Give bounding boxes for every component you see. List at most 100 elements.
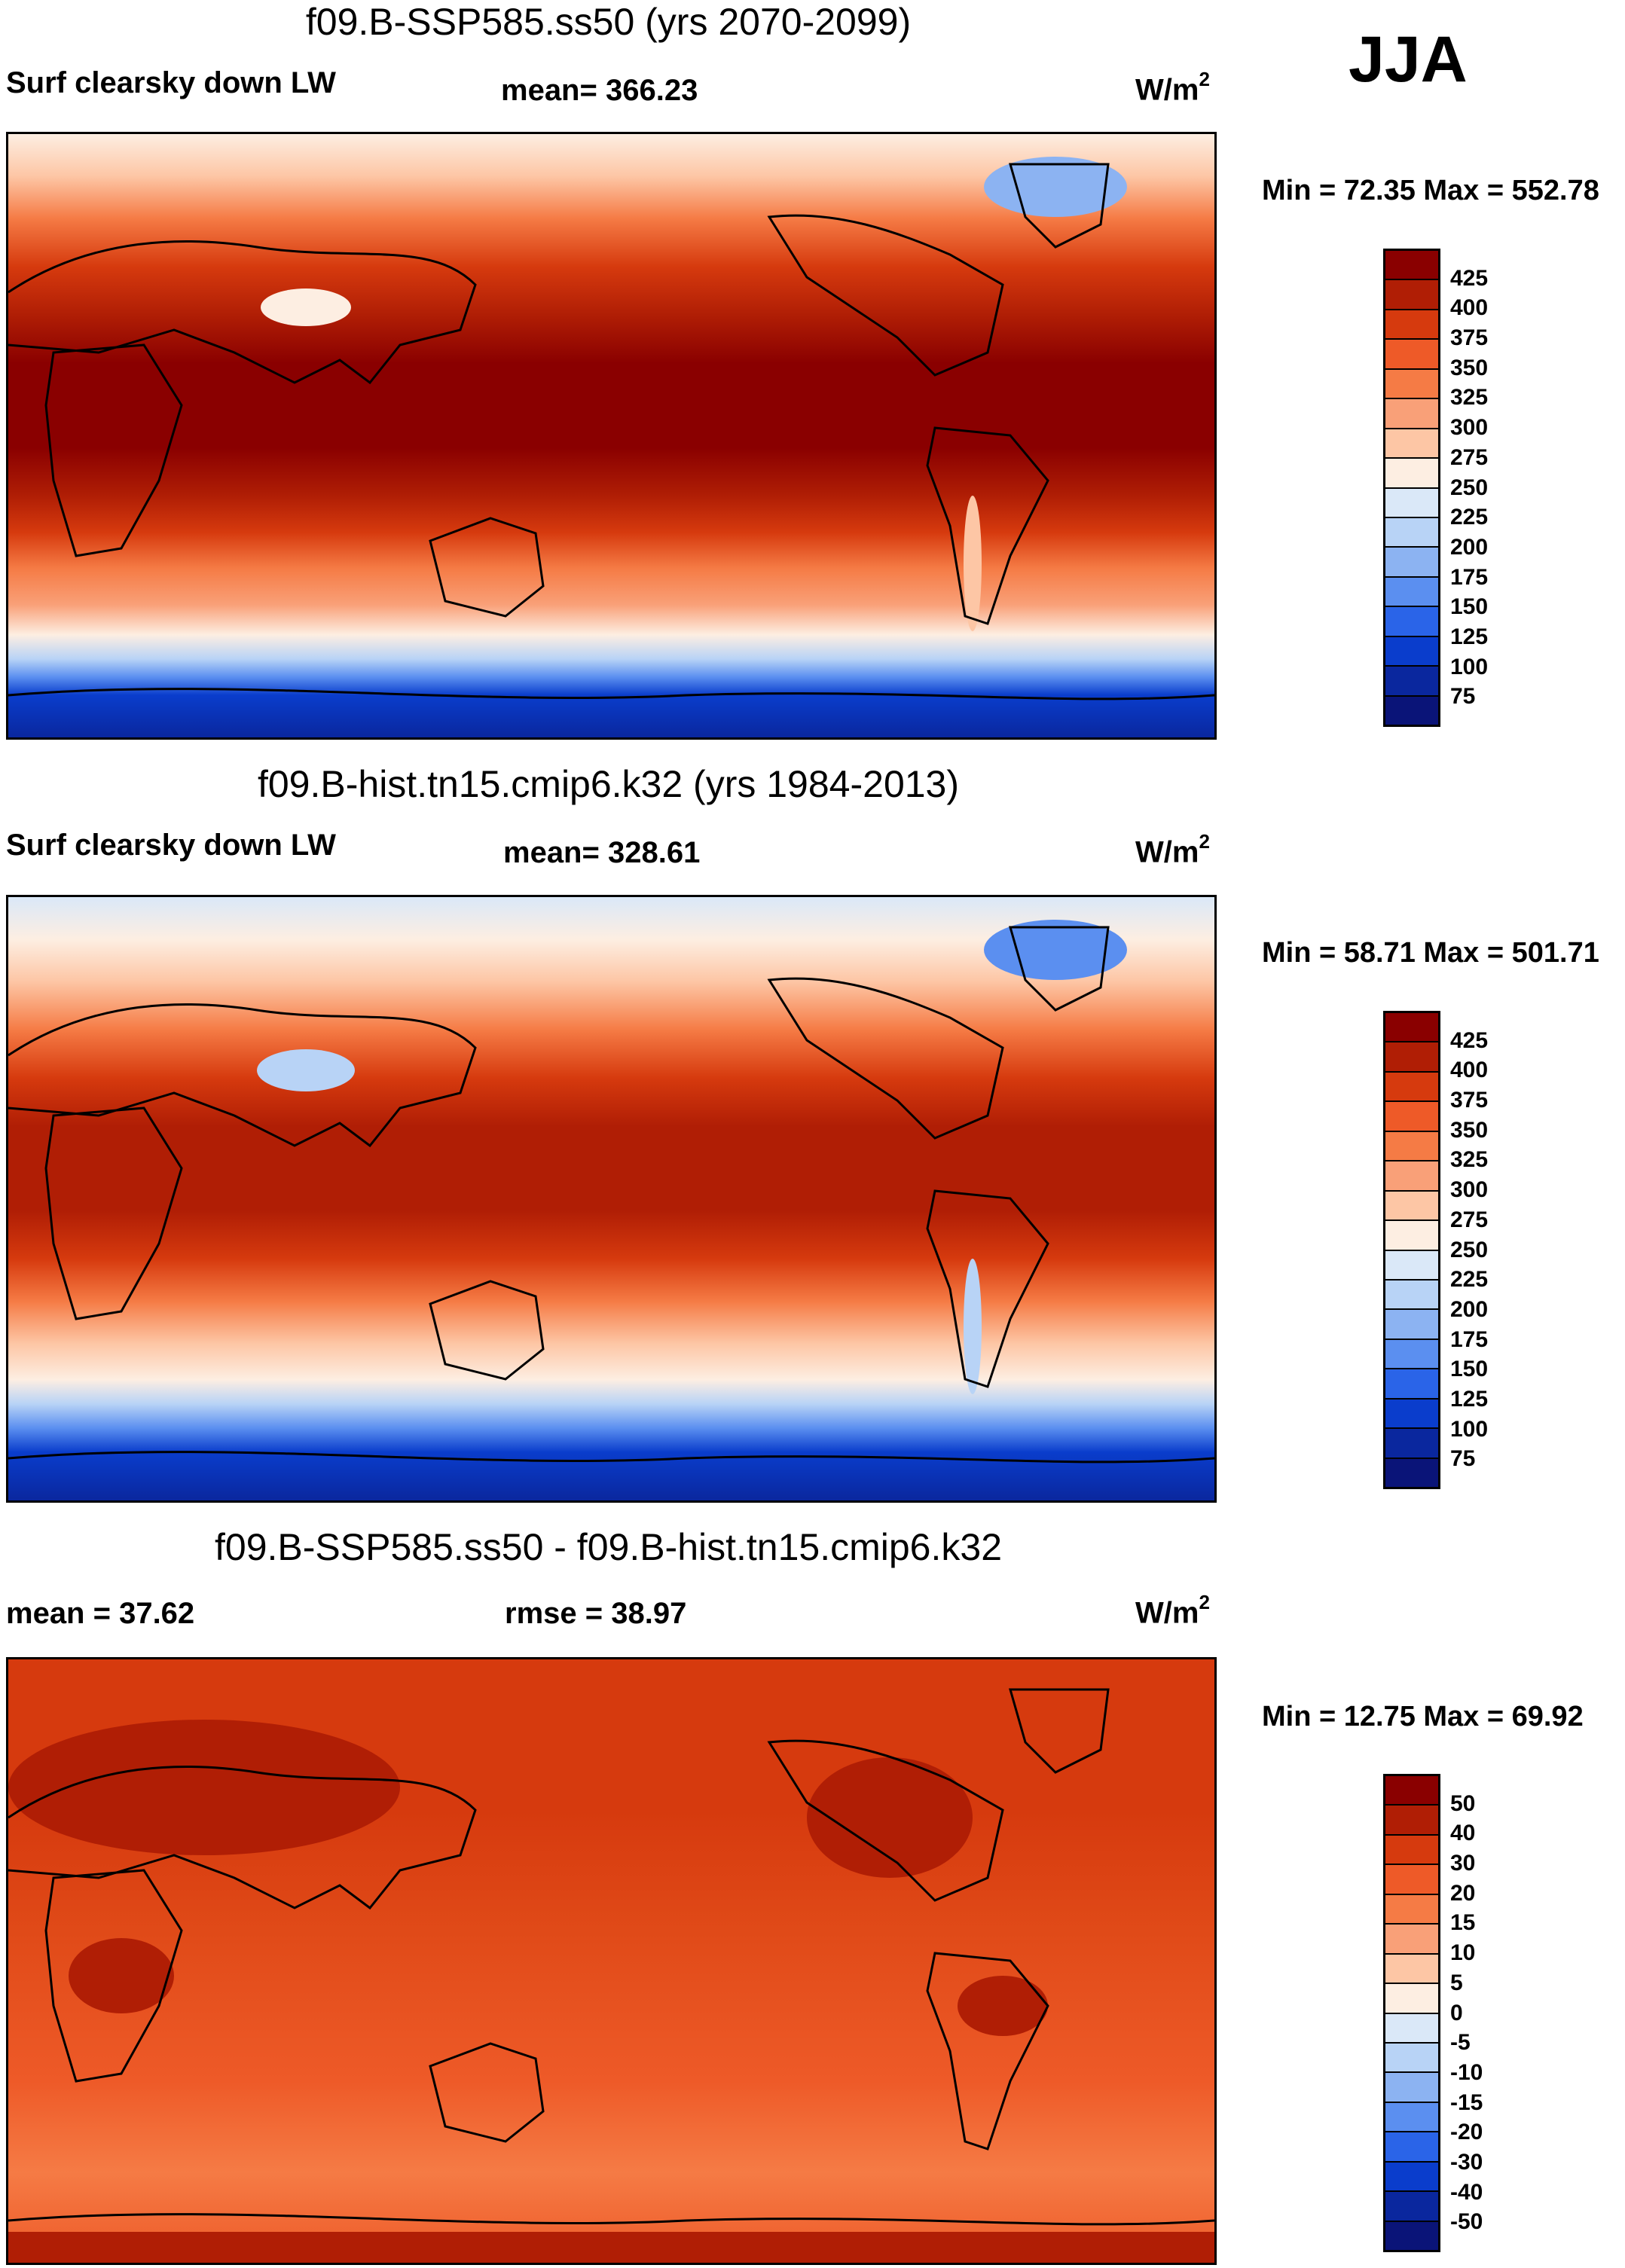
panel-1-tibet-feature: [261, 288, 351, 326]
panel-2-colorbar-swatch: [1385, 1310, 1438, 1340]
panel-1-tick-label: 300: [1450, 415, 1489, 441]
panel-3-colorbar-swatch: [1385, 2221, 1438, 2250]
panel-1-min-max: Min = 72.35 Max = 552.78: [1262, 175, 1599, 206]
panel-2-tick-label: 350: [1450, 1117, 1489, 1143]
panel-3-rmse-label: rmse = 38.97: [505, 1597, 687, 1630]
panel-1-tick-label: 400: [1450, 295, 1489, 321]
panel-3-tick-label: -30: [1450, 2149, 1483, 2175]
panel-2-colorbar-swatch: [1385, 1013, 1438, 1043]
panel-1-colorbar-swatch: [1385, 251, 1438, 281]
panel-3-colorbar-swatch: [1385, 2132, 1438, 2163]
panel-3-colorbar-swatch: [1385, 1865, 1438, 1895]
panel-3-colorbar-swatch: [1385, 2073, 1438, 2103]
panel-2-colorbar-swatch: [1385, 1072, 1438, 1103]
panel-2-colorbar-swatch: [1385, 1221, 1438, 1251]
panel-3-colorbar-swatch: [1385, 1806, 1438, 1836]
panel-2-tick-label: 250: [1450, 1237, 1489, 1262]
panel-1-tick-label: 175: [1450, 564, 1489, 590]
panel-1-tick-label: 250: [1450, 475, 1489, 500]
panel-1-colorbar-swatch: [1385, 340, 1438, 370]
panel-1-colorbar-swatch: [1385, 517, 1438, 548]
panel-3-tick-label: 10: [1450, 1940, 1476, 1966]
panel-1-colorbar-swatch: [1385, 667, 1438, 697]
panel-1-colorbar-swatch: [1385, 577, 1438, 608]
panel-3-namerica-feature: [807, 1757, 973, 1878]
panel-1-tick-label: 275: [1450, 444, 1489, 470]
panel-2-andes-feature: [964, 1259, 982, 1394]
panel-2-variable-label: Surf clearsky down LW: [6, 829, 336, 862]
panel-2-tick-label: 375: [1450, 1088, 1489, 1113]
panel-1-map: [6, 132, 1217, 740]
panel-2-greenland-feature: [984, 920, 1127, 980]
panel-1-colorbar-swatch: [1385, 459, 1438, 489]
panel-2-tick-label: 325: [1450, 1147, 1489, 1173]
panel-1-colorbar-ticks: 425 400 375 350 325 300 275 250 225 200 …: [1450, 249, 1526, 727]
panel-3-colorbar-swatch: [1385, 1984, 1438, 2014]
panel-3-tick-label: 20: [1450, 1880, 1476, 1906]
panel-2-mean-label: mean= 328.61: [503, 836, 701, 869]
panel-1-colorbar-swatch: [1385, 607, 1438, 637]
panel-1-greenland-feature: [984, 157, 1127, 217]
panel-3-map: [6, 1657, 1217, 2265]
panel-2-colorbar-swatch: [1385, 1339, 1438, 1370]
panel-2-title: f09.B-hist.tn15.cmip6.k32 (yrs 1984-2013…: [257, 763, 960, 805]
panel-2-colorbar: [1383, 1011, 1440, 1489]
panel-3-colorbar-swatch: [1385, 2192, 1438, 2222]
panel-2-tick-label: 425: [1450, 1027, 1489, 1053]
panel-1-variable-label: Surf clearsky down LW: [6, 66, 336, 99]
panel-2-tick-label: 200: [1450, 1296, 1489, 1322]
panel-1-field: [8, 134, 1214, 737]
panel-2-tick-label: 225: [1450, 1267, 1489, 1293]
panel-1-colorbar-swatch: [1385, 696, 1438, 725]
panel-2-units: W/m2: [1135, 830, 1210, 869]
panel-3-tick-label: -10: [1450, 2059, 1483, 2085]
panel-3-colorbar-swatch: [1385, 2043, 1438, 2074]
panel-1-colorbar-swatch: [1385, 280, 1438, 310]
panel-1-coastlines: [8, 163, 1214, 701]
panel-1-andes-feature: [964, 496, 982, 631]
panel-1-tick-label: 125: [1450, 624, 1489, 649]
panel-3-africa-feature: [69, 1938, 174, 2013]
panel-1-colorbar-swatch: [1385, 429, 1438, 459]
panel-2-map: [6, 895, 1217, 1503]
panel-1-tick-label: 425: [1450, 265, 1489, 291]
panel-3-tick-label: -50: [1450, 2209, 1483, 2235]
panel-3-tick-label: -5: [1450, 2030, 1471, 2056]
panel-2-colorbar-swatch: [1385, 1161, 1438, 1192]
panel-2-colorbar-swatch: [1385, 1369, 1438, 1400]
panel-3-tick-label: 15: [1450, 1910, 1476, 1936]
panel-1-colorbar-swatch: [1385, 488, 1438, 518]
panel-1-tick-label: 225: [1450, 505, 1489, 530]
panel-3-colorbar-swatch: [1385, 2102, 1438, 2133]
panel-3-colorbar-swatch: [1385, 1925, 1438, 1955]
panel-2-tibet-feature: [257, 1049, 355, 1091]
panel-2-tick-label: 300: [1450, 1177, 1489, 1203]
panel-2-tick-label: 400: [1450, 1058, 1489, 1083]
panel-3-colorbar-swatch: [1385, 2162, 1438, 2193]
panel-2-coastlines: [8, 926, 1214, 1464]
panel-1-tick-label: 350: [1450, 355, 1489, 380]
panel-2-tick-label: 75: [1450, 1446, 1476, 1472]
panel-3-tick-label: -15: [1450, 2089, 1483, 2115]
panel-3-colorbar-swatch: [1385, 1835, 1438, 1866]
panel-3-units: W/m2: [1135, 1591, 1210, 1630]
panel-1-mean-label: mean= 366.23: [501, 74, 698, 107]
panel-3-min-max: Min = 12.75 Max = 69.92: [1262, 1701, 1584, 1732]
panel-3-title: f09.B-SSP585.ss50 - f09.B-hist.tn15.cmip…: [215, 1526, 1002, 1568]
panel-3-tick-label: 30: [1450, 1851, 1476, 1876]
panel-1-tick-label: 100: [1450, 654, 1489, 679]
panel-1-title: f09.B-SSP585.ss50 (yrs 2070-2099): [305, 1, 912, 43]
panel-1-tick-label: 150: [1450, 594, 1489, 620]
panel-1-tick-label: 200: [1450, 534, 1489, 560]
panel-1-colorbar-swatch: [1385, 548, 1438, 578]
panel-3-colorbar-swatch: [1385, 1776, 1438, 1806]
panel-3-tick-label: -20: [1450, 2120, 1483, 2145]
panel-1-tick-label: 75: [1450, 684, 1476, 710]
panel-1-colorbar: [1383, 249, 1440, 727]
panel-3-samerica-feature: [958, 1976, 1048, 2036]
panel-3-colorbar-swatch: [1385, 2013, 1438, 2044]
panel-1-colorbar-swatch: [1385, 399, 1438, 429]
panel-2-tick-label: 175: [1450, 1326, 1489, 1352]
panel-2-tick-label: 125: [1450, 1386, 1489, 1412]
panel-3-antarctic-feature: [8, 2232, 1214, 2263]
